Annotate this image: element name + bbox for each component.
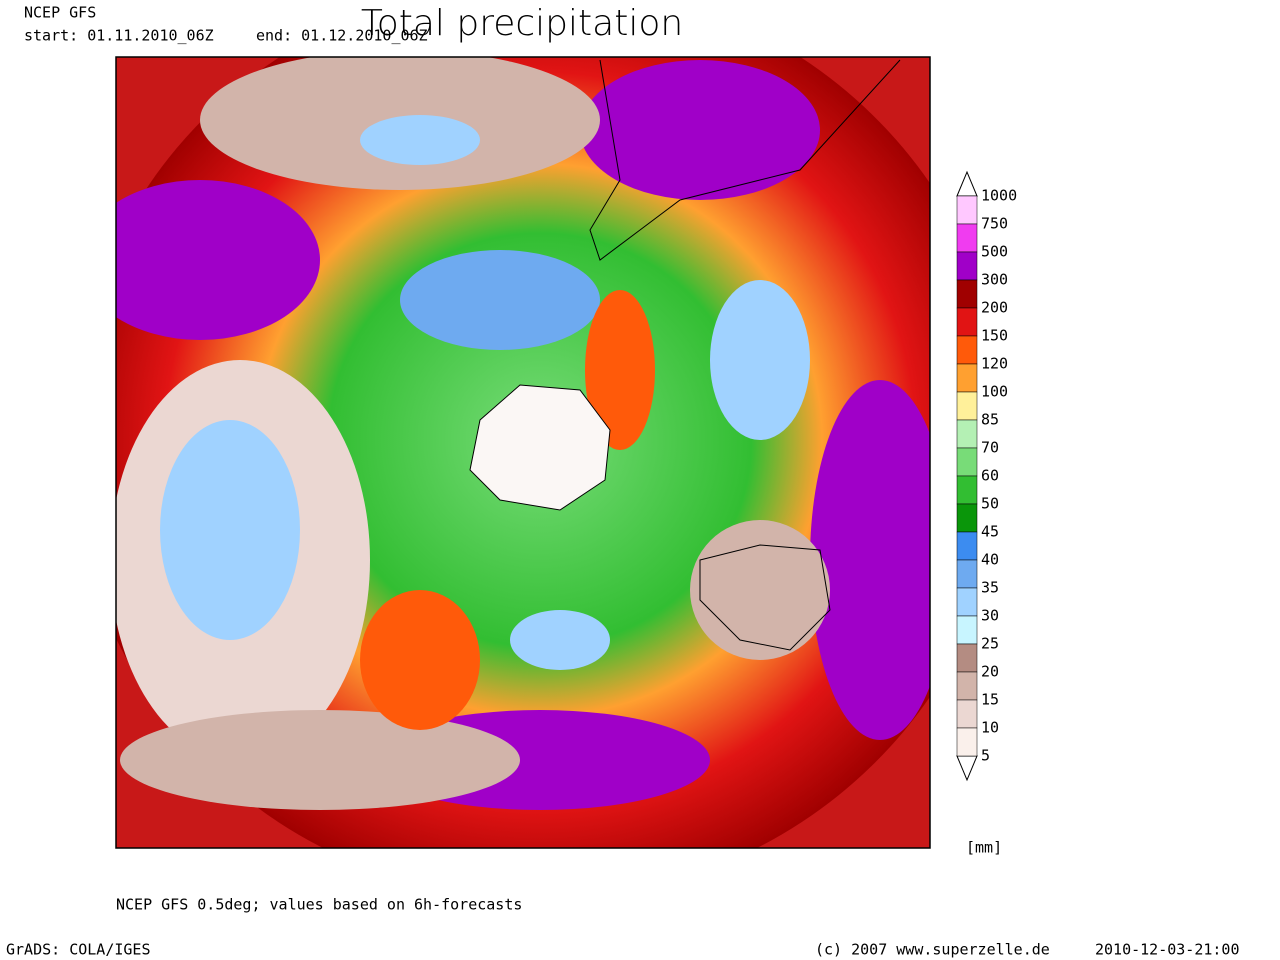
colorbar-swatch	[956, 195, 978, 225]
colorbar-swatch	[956, 699, 978, 729]
colorbar-label: 35	[981, 579, 999, 597]
colorbar-label: 40	[981, 551, 999, 569]
colorbar-label: 85	[981, 411, 999, 429]
colorbar-label: 120	[981, 355, 1008, 373]
timestamp: 2010-12-03-21:00	[1095, 941, 1240, 959]
colorbar-label: 150	[981, 327, 1008, 345]
colorbar-swatch	[956, 335, 978, 365]
colorbar-swatch	[956, 615, 978, 645]
colorbar-bottom-arrow	[956, 755, 978, 782]
colorbar-label: 300	[981, 271, 1008, 289]
colorbar-label: 20	[981, 663, 999, 681]
colorbar-label: 1000	[981, 187, 1017, 205]
colorbar-swatch	[956, 503, 978, 533]
colorbar-swatch	[956, 587, 978, 617]
precipitation-map	[116, 57, 930, 848]
colorbar-label: 45	[981, 523, 999, 541]
colorbar-swatch	[956, 391, 978, 421]
colorbar-label: 100	[981, 383, 1008, 401]
colorbar-swatch	[956, 643, 978, 673]
colorbar-label: 50	[981, 495, 999, 513]
colorbar-label: 500	[981, 243, 1008, 261]
colorbar-label: 10	[981, 719, 999, 737]
colorbar-label: 60	[981, 467, 999, 485]
colorbar-swatch	[956, 671, 978, 701]
colorbar-swatch	[956, 223, 978, 253]
footer-note: NCEP GFS 0.5deg; values based on 6h-fore…	[116, 896, 522, 914]
copyright: (c) 2007 www.superzelle.de	[815, 941, 1050, 959]
colorbar-swatch	[956, 363, 978, 393]
colorbar-label: 15	[981, 691, 999, 709]
model-label: NCEP GFS	[24, 4, 96, 22]
software-credit: GrADS: COLA/IGES	[6, 941, 151, 959]
colorbar-swatch	[956, 531, 978, 561]
colorbar-label: 30	[981, 607, 999, 625]
colorbar-label: 70	[981, 439, 999, 457]
colorbar-label: 750	[981, 215, 1008, 233]
colorbar-swatch	[956, 727, 978, 757]
map-title: Total precipitation	[361, 3, 683, 44]
colorbar-label: 25	[981, 635, 999, 653]
colorbar-label: 5	[981, 747, 990, 765]
colorbar-top-arrow	[956, 170, 978, 197]
colorbar-swatch	[956, 475, 978, 505]
unit-label: [mm]	[966, 839, 1002, 857]
colorbar-label: 200	[981, 299, 1008, 317]
map-frame	[115, 56, 931, 849]
start-label: start: 01.11.2010_06Z	[24, 27, 214, 45]
colorbar-swatch	[956, 251, 978, 281]
colorbar-swatch	[956, 419, 978, 449]
colorbar-swatch	[956, 447, 978, 477]
colorbar-swatch	[956, 559, 978, 589]
colorbar-swatch	[956, 307, 978, 337]
colorbar: 1000 750 500 300 200 150 120 100 85 70 60 50 45 40 35 3…	[956, 170, 1017, 782]
end-label: end: 01.12.2010_06Z	[256, 27, 428, 45]
colorbar-swatch	[956, 279, 978, 309]
